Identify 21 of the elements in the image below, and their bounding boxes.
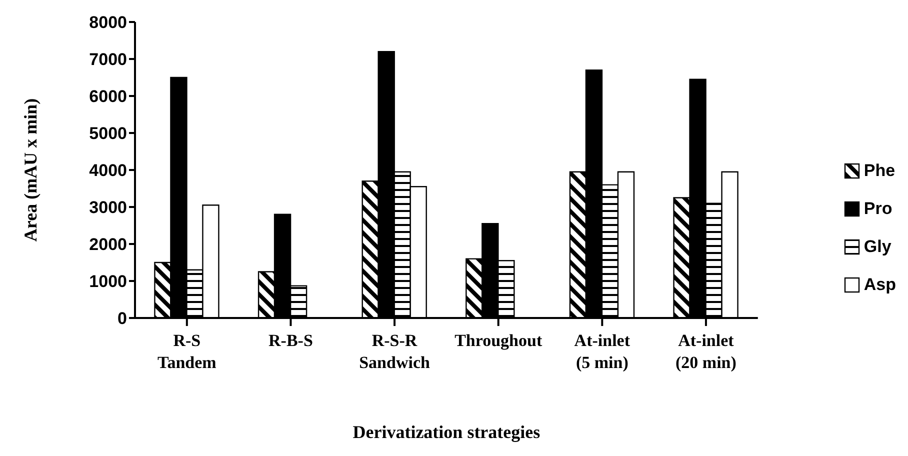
y-tick-label: 3000	[89, 198, 127, 218]
x-tick-label: R-S Tandem	[157, 331, 216, 372]
legend-label: Asp	[864, 275, 896, 295]
x-tick-label: Throughout	[454, 331, 542, 350]
legend-label: Pro	[864, 199, 892, 219]
x-tick-label: At-inlet (20 min)	[676, 331, 736, 372]
y-tick-label: 4000	[89, 161, 127, 180]
y-axis-title: Area (mAU x min)	[20, 98, 40, 242]
y-tick-label: 7000	[89, 50, 127, 70]
x-tick-label: R-B-S	[268, 331, 313, 350]
legend-label: Phe	[864, 161, 896, 181]
legend-label: Gly	[864, 237, 892, 257]
y-tick-label: 8000	[89, 13, 127, 32]
y-tick-label: 1000	[89, 272, 127, 292]
x-axis-title: Derivatization strategies	[352, 422, 540, 442]
x-tick-label: At-inlet (5 min)	[574, 331, 630, 372]
y-tick-label: 0	[118, 309, 127, 328]
y-tick-label: 6000	[89, 87, 127, 106]
y-tick-label: 2000	[89, 235, 127, 254]
y-tick-label: 5000	[89, 124, 127, 144]
x-tick-label: R-S-R Sandwich	[359, 331, 431, 372]
